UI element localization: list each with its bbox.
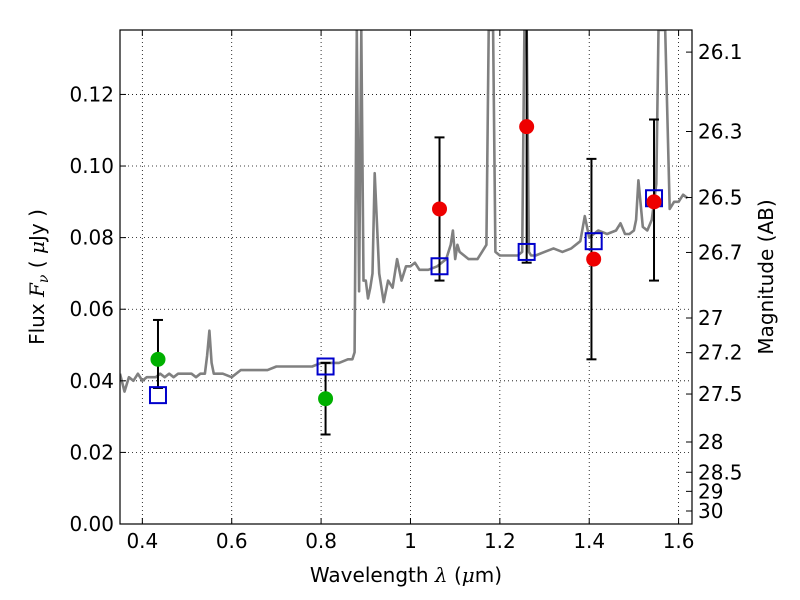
nir-point — [432, 201, 448, 217]
x-tick-label: 1.2 — [484, 529, 516, 553]
x-tick-label: 0.8 — [305, 529, 337, 553]
y-tick-label: 0.10 — [69, 154, 114, 178]
y-tick-label: 0.12 — [69, 82, 114, 106]
mag-tick-label: 27.2 — [698, 341, 743, 365]
y-tick-label: 0.04 — [69, 369, 114, 393]
y-tick-label: 0.08 — [69, 226, 114, 250]
nir-point — [519, 119, 535, 135]
model-spectrum-line — [120, 30, 689, 393]
nir-point — [646, 194, 662, 210]
mag-tick-label: 27.5 — [698, 382, 743, 406]
model-photometry-square — [584, 232, 603, 251]
mag-tick-label: 26.1 — [698, 40, 743, 64]
x-axis-label: Wavelength λ (μm) — [310, 563, 502, 587]
axes: 0.4 0.6 0.8 1 1.2 1.4 1.6 0.00 0.02 0.04 0.06 0.08 0… — [69, 29, 743, 553]
model-photometry-square — [316, 357, 335, 376]
model-photometry-square — [430, 257, 449, 276]
y2-axis-label: Magnitude (AB) — [754, 199, 778, 354]
mag-tick-label: 26.5 — [698, 186, 743, 210]
plot-frame — [119, 29, 693, 525]
x-tick-label: 0.4 — [126, 529, 158, 553]
optical-point — [318, 391, 334, 407]
model-photometry-square — [517, 242, 536, 261]
model-spectrum — [120, 30, 689, 393]
y-tick-label: 0.02 — [69, 440, 114, 464]
mag-tick-label: 29 — [698, 479, 723, 503]
y-tick-label: 0.06 — [69, 297, 114, 321]
y-tick-label: 0.00 — [69, 512, 114, 536]
optical-point — [150, 351, 166, 367]
data-points — [148, 119, 664, 407]
nir-point — [586, 251, 602, 267]
x-tick-label: 1 — [404, 529, 417, 553]
mag-tick-label: 26.7 — [698, 240, 743, 264]
x-tick-label: 1.4 — [573, 529, 605, 553]
x-tick-label: 1.6 — [663, 529, 695, 553]
x-tick-label: 0.6 — [216, 529, 248, 553]
mag-tick-label: 26.3 — [698, 119, 743, 143]
y-axis-label: Flux Fν ( μJy ) — [25, 209, 52, 345]
grid — [120, 30, 692, 525]
mag-tick-label: 28 — [698, 430, 723, 454]
mag-tick-label: 27 — [698, 306, 723, 330]
mag-tick-label: 30 — [698, 499, 723, 523]
model-photometry-square — [148, 386, 167, 405]
mag-tick-label: 28.5 — [698, 460, 743, 484]
